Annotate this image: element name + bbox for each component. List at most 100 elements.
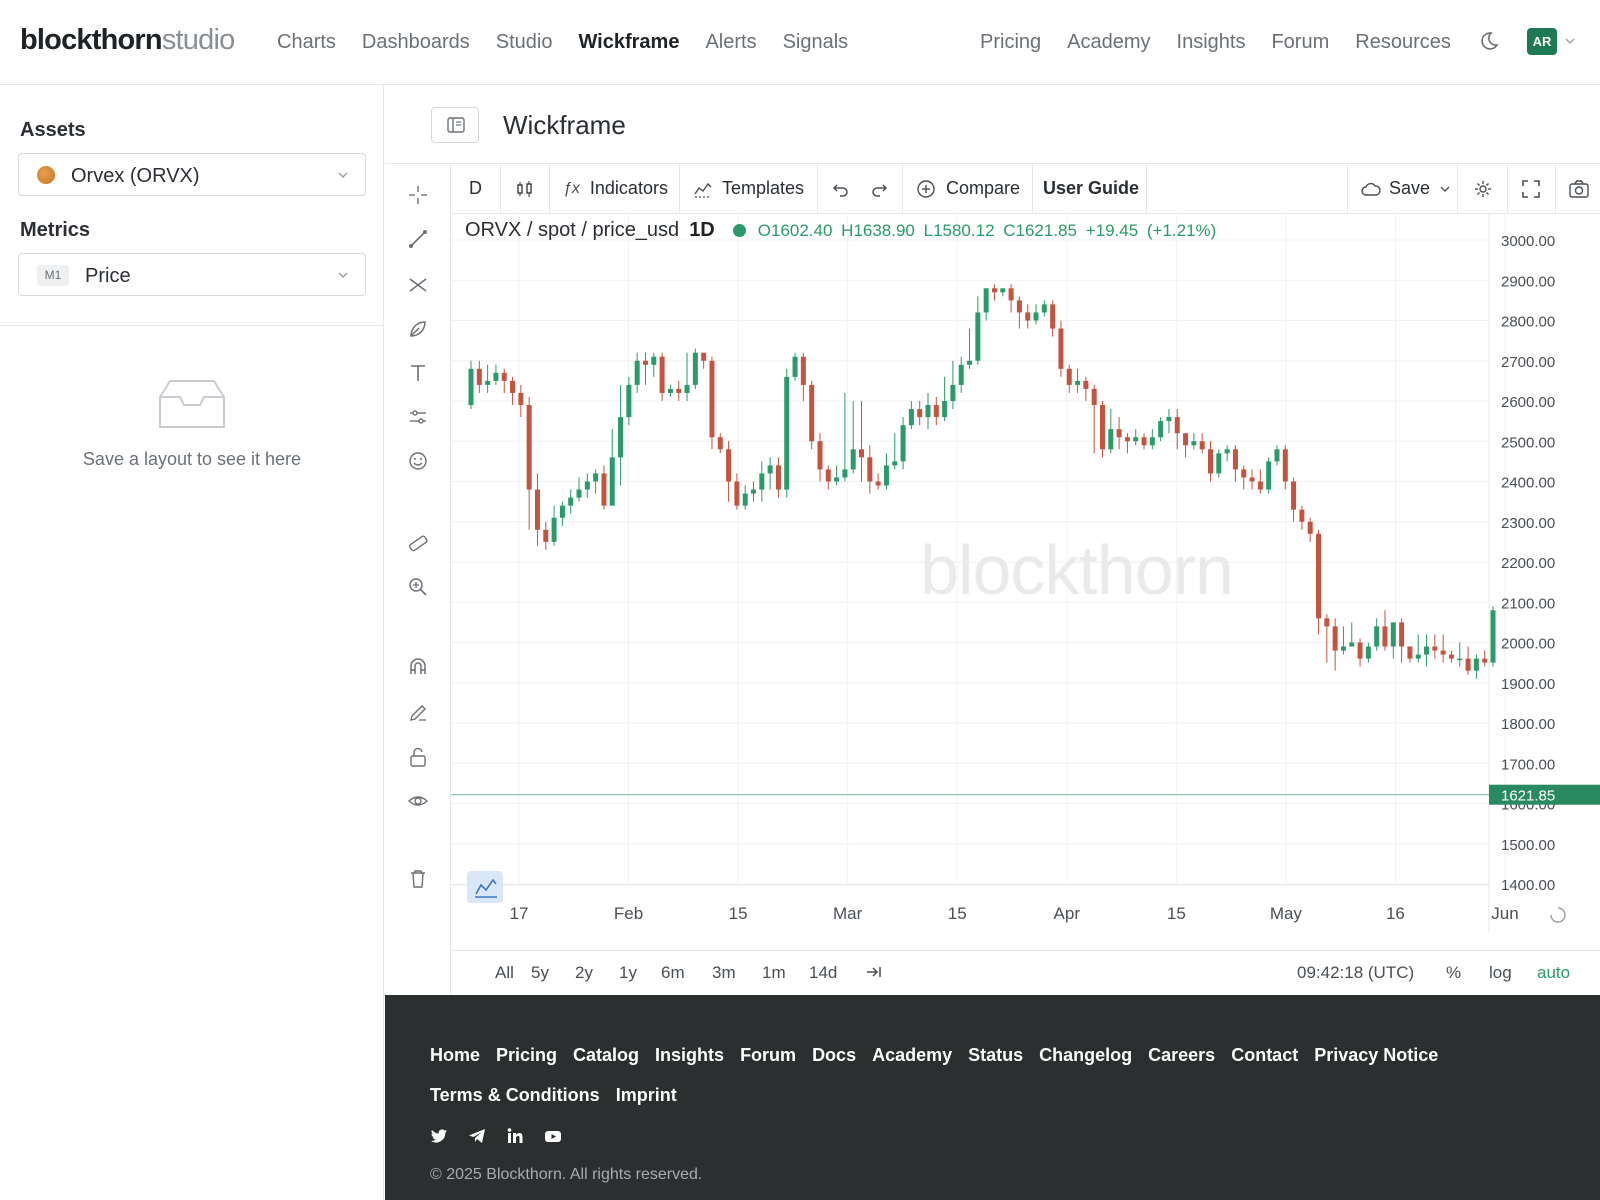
undo-button[interactable] xyxy=(831,164,851,213)
range-1m[interactable]: 1m xyxy=(762,963,786,982)
candle-body xyxy=(717,437,723,450)
nav-link-signals[interactable]: Signals xyxy=(782,31,849,53)
x-tick-label: Jun xyxy=(1491,904,1518,923)
text-icon[interactable] xyxy=(407,362,429,384)
reset-icon[interactable] xyxy=(1550,907,1566,923)
range-3m[interactable]: 3m xyxy=(712,963,736,982)
candle xyxy=(659,352,665,401)
chart-type-button[interactable] xyxy=(515,164,535,213)
chevron-down-icon[interactable] xyxy=(1565,36,1575,46)
go-to-date-icon[interactable] xyxy=(865,964,883,980)
asset-select[interactable]: Orvex (ORVX) xyxy=(18,153,366,196)
interval-button[interactable]: D xyxy=(469,178,482,198)
nav-link-charts[interactable]: Charts xyxy=(277,31,336,53)
footer-link-catalog[interactable]: Catalog xyxy=(573,1045,640,1065)
telegram-icon[interactable] xyxy=(468,1127,486,1145)
candle-body xyxy=(510,380,516,393)
redo-button[interactable] xyxy=(869,164,889,213)
lock-icon[interactable] xyxy=(407,746,429,768)
footer-link-status[interactable]: Status xyxy=(968,1045,1024,1065)
candle-body xyxy=(626,384,632,418)
trash-icon[interactable] xyxy=(407,868,429,890)
brand-logo[interactable]: blockthornstudio xyxy=(20,24,235,57)
candle xyxy=(709,356,715,450)
range-6m[interactable]: 6m xyxy=(661,963,685,982)
candle-body xyxy=(676,388,682,393)
footer-link-home[interactable]: Home xyxy=(430,1045,481,1065)
footer-link-pricing[interactable]: Pricing xyxy=(496,1045,558,1065)
candle xyxy=(1316,529,1322,635)
settings-button[interactable] xyxy=(1473,164,1493,213)
candle-body xyxy=(767,465,773,474)
pattern-icon[interactable] xyxy=(407,406,429,428)
range-5y[interactable]: 5y xyxy=(531,963,549,982)
moon-icon[interactable] xyxy=(1478,30,1500,52)
toggle-panel-button[interactable] xyxy=(431,107,479,143)
footer-link-academy[interactable]: Academy xyxy=(872,1045,953,1065)
chart-style-button[interactable] xyxy=(467,871,503,903)
user-guide-button[interactable]: User Guide xyxy=(1043,178,1140,198)
user-avatar[interactable]: AR xyxy=(1527,28,1557,55)
zoom-in-icon[interactable] xyxy=(407,576,429,598)
save-label: Save xyxy=(1389,178,1431,198)
candle-body xyxy=(800,356,806,385)
indicators-button[interactable]: ƒx Indicators xyxy=(563,164,668,213)
nav-link-forum[interactable]: Forum xyxy=(1271,31,1330,53)
candle xyxy=(1199,433,1205,454)
range-2y[interactable]: 2y xyxy=(575,963,593,982)
screenshot-button[interactable] xyxy=(1568,164,1590,213)
twitter-icon[interactable] xyxy=(430,1127,448,1145)
candle-body xyxy=(1016,300,1022,313)
nav-link-pricing[interactable]: Pricing xyxy=(980,31,1042,53)
auto-toggle[interactable]: auto xyxy=(1537,963,1571,982)
fib-icon[interactable] xyxy=(407,274,429,296)
trend-line-icon[interactable] xyxy=(407,228,429,250)
candle xyxy=(1133,429,1139,446)
ruler-icon[interactable] xyxy=(407,532,429,554)
footer-link-forum[interactable]: Forum xyxy=(740,1045,797,1065)
templates-button[interactable]: Templates xyxy=(693,164,804,213)
x-tick-label: 15 xyxy=(948,904,967,923)
y-tick-label: 2200.00 xyxy=(1501,555,1555,572)
range-14d[interactable]: 14d xyxy=(809,963,838,982)
nav-link-dashboards[interactable]: Dashboards xyxy=(361,31,470,53)
emoji-icon[interactable] xyxy=(407,450,429,472)
candle-body xyxy=(759,473,765,490)
percent-toggle[interactable]: % xyxy=(1446,963,1462,982)
log-toggle[interactable]: log xyxy=(1489,963,1512,982)
chart-toolbar: D ƒx Indicators Templates Compare User G… xyxy=(451,163,1600,214)
range-all[interactable]: All xyxy=(495,963,514,982)
youtube-icon[interactable] xyxy=(544,1127,562,1145)
magnet-icon[interactable] xyxy=(407,656,429,678)
footer-link-imprint[interactable]: Imprint xyxy=(615,1085,677,1105)
compare-button[interactable]: Compare xyxy=(916,164,1020,213)
footer-link-changelog[interactable]: Changelog xyxy=(1039,1045,1133,1065)
nav-link-insights[interactable]: Insights xyxy=(1176,31,1246,53)
range-1y[interactable]: 1y xyxy=(619,963,637,982)
price-chart[interactable]: 3000.00 2900.00 2800.00 2700.00 2600.00 2500.… xyxy=(451,213,1600,995)
fullscreen-button[interactable] xyxy=(1521,164,1541,213)
candle xyxy=(800,352,806,401)
candle-body xyxy=(1116,429,1122,438)
footer-link-contact[interactable]: Contact xyxy=(1231,1045,1299,1065)
crosshair-icon[interactable] xyxy=(407,184,429,206)
metric-select[interactable]: M1 Price xyxy=(18,253,366,296)
footer-link-insights[interactable]: Insights xyxy=(655,1045,725,1065)
nav-link-wickframe[interactable]: Wickframe xyxy=(578,31,680,53)
footer-link-careers[interactable]: Careers xyxy=(1148,1045,1216,1065)
eye-icon[interactable] xyxy=(407,790,429,812)
candle-body xyxy=(942,401,948,418)
linkedin-icon[interactable] xyxy=(506,1127,524,1145)
footer-link-terms-conditions[interactable]: Terms & Conditions xyxy=(430,1085,600,1105)
brush-icon[interactable] xyxy=(407,318,429,340)
nav-link-studio[interactable]: Studio xyxy=(495,31,553,53)
footer-link-privacy-notice[interactable]: Privacy Notice xyxy=(1314,1045,1439,1065)
pencil-icon[interactable] xyxy=(407,702,429,724)
nav-link-academy[interactable]: Academy xyxy=(1067,31,1151,53)
undo-icon xyxy=(832,183,848,197)
save-button[interactable]: Save xyxy=(1361,164,1450,213)
nav-link-alerts[interactable]: Alerts xyxy=(705,31,757,53)
footer-link-docs[interactable]: Docs xyxy=(812,1045,857,1065)
nav-link-resources[interactable]: Resources xyxy=(1355,31,1451,53)
asset-coin-icon xyxy=(37,166,55,184)
